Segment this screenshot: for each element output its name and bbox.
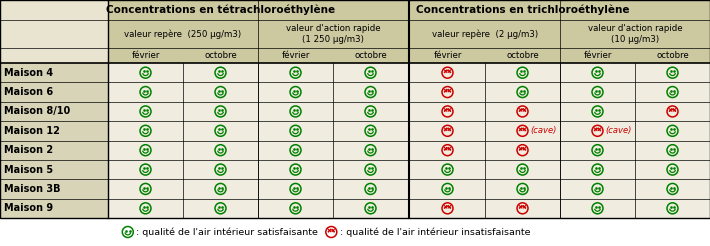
Text: valeur d'action rapide
(1 250 µg/m3): valeur d'action rapide (1 250 µg/m3) — [285, 24, 381, 44]
Bar — [0, 82, 108, 102]
Text: octobre: octobre — [204, 51, 237, 60]
Text: valeur repère  (2 µg/m3): valeur repère (2 µg/m3) — [432, 29, 538, 39]
Text: Maison 3B: Maison 3B — [4, 184, 60, 194]
Text: Maison 2: Maison 2 — [4, 145, 53, 155]
Bar — [410, 140, 710, 160]
Bar — [108, 121, 408, 140]
Bar — [410, 20, 710, 48]
Text: Maison 8/10: Maison 8/10 — [4, 107, 70, 116]
Bar — [0, 179, 108, 199]
Bar — [108, 102, 408, 121]
Bar — [0, 121, 108, 140]
Bar — [108, 160, 408, 179]
Text: Maison 12: Maison 12 — [4, 126, 60, 136]
Text: Concentrations en tétrachloroéthylène: Concentrations en tétrachloroéthylène — [106, 5, 335, 15]
Text: février: février — [281, 51, 310, 60]
Bar — [410, 199, 710, 218]
Bar — [410, 102, 710, 121]
Bar — [0, 199, 108, 218]
Bar — [0, 63, 108, 82]
Bar — [0, 0, 108, 20]
Text: valeur repère  (250 µg/m3): valeur repère (250 µg/m3) — [124, 29, 241, 39]
Bar — [410, 121, 710, 140]
Text: Maison 4: Maison 4 — [4, 68, 53, 78]
Bar — [108, 82, 408, 102]
Text: octobre: octobre — [656, 51, 689, 60]
Text: Maison 6: Maison 6 — [4, 87, 53, 97]
Bar — [108, 63, 408, 82]
Text: (cave): (cave) — [605, 126, 631, 135]
Text: février: février — [433, 51, 462, 60]
Text: valeur d'action rapide
(10 µg/m3): valeur d'action rapide (10 µg/m3) — [588, 24, 682, 44]
Text: octobre: octobre — [354, 51, 387, 60]
Bar — [108, 179, 408, 199]
Text: février: février — [131, 51, 160, 60]
Text: : qualité de l'air intérieur insatisfaisante: : qualité de l'air intérieur insatisfais… — [340, 227, 530, 237]
Bar — [108, 140, 408, 160]
Bar — [0, 102, 108, 121]
Bar — [0, 160, 108, 179]
Bar — [0, 20, 108, 48]
Bar — [410, 179, 710, 199]
Bar — [0, 48, 108, 63]
Text: : qualité de l'air intérieur satisfaisante: : qualité de l'air intérieur satisfaisan… — [136, 227, 318, 237]
Bar — [108, 48, 408, 63]
Text: Concentrations en trichloroéthylène: Concentrations en trichloroéthylène — [416, 5, 629, 15]
Text: octobre: octobre — [506, 51, 539, 60]
Bar — [108, 0, 408, 20]
Bar — [108, 20, 408, 48]
Bar — [410, 63, 710, 82]
Bar — [410, 48, 710, 63]
Bar — [108, 199, 408, 218]
Bar — [0, 140, 108, 160]
Text: février: février — [584, 51, 612, 60]
Text: Maison 5: Maison 5 — [4, 165, 53, 175]
Bar — [410, 160, 710, 179]
Text: Maison 9: Maison 9 — [4, 203, 53, 213]
Bar — [410, 0, 710, 20]
Bar — [410, 82, 710, 102]
Bar — [0, 0, 710, 218]
Text: (cave): (cave) — [530, 126, 557, 135]
